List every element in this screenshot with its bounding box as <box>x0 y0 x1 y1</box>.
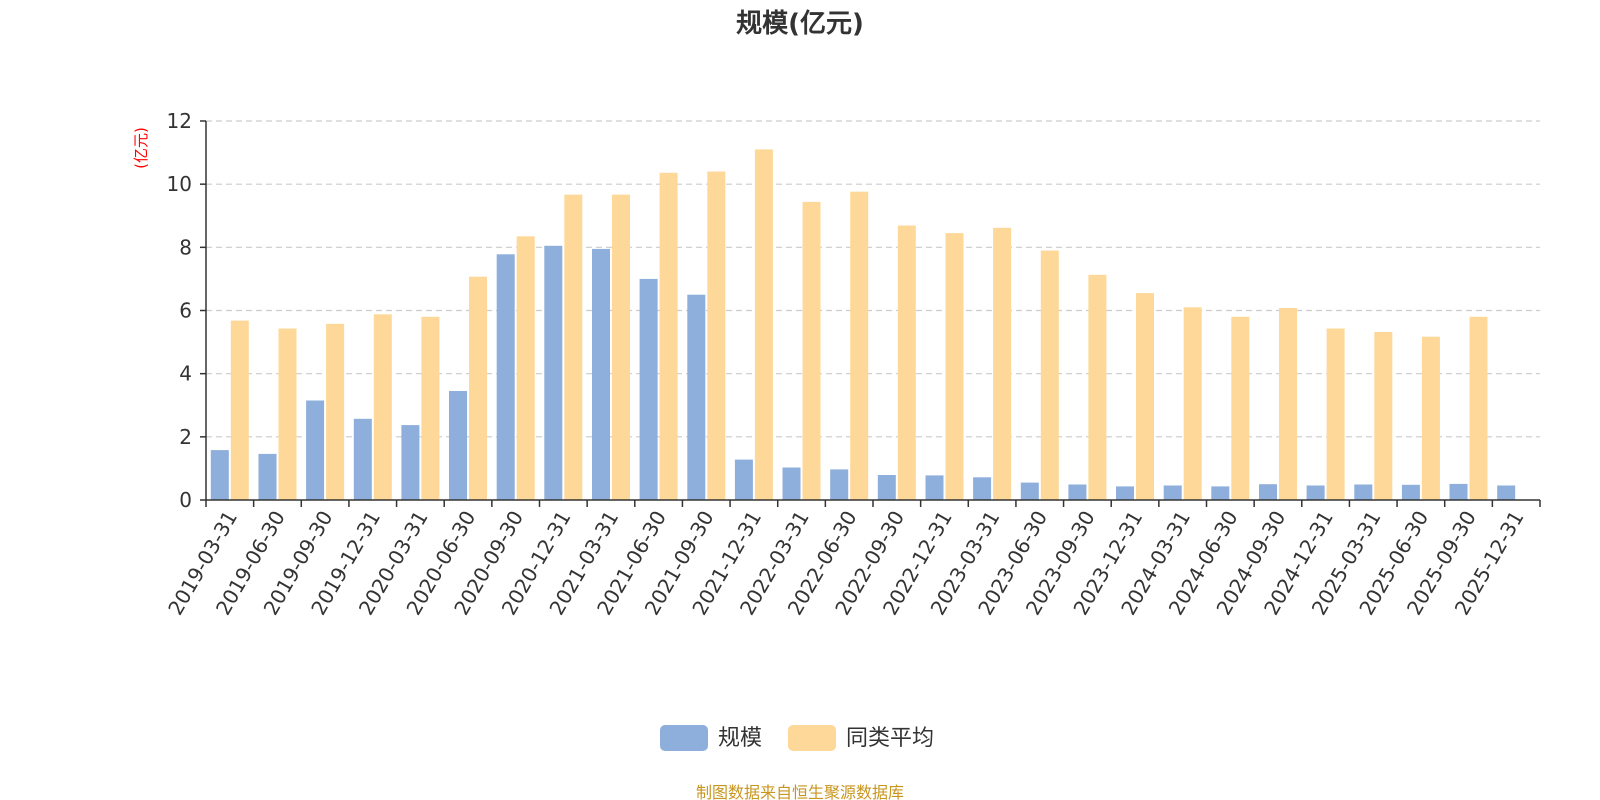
bar-series-2-2019-03-31 <box>230 320 249 500</box>
bar-series-2-2023-12-31 <box>1136 293 1154 500</box>
bar-series-1-2023-12-31 <box>1116 486 1134 500</box>
legend-label-series-1[interactable]: 规模 <box>718 726 762 751</box>
bar-series-2-2020-12-31 <box>564 194 583 500</box>
bar-series-1-2022-06-30 <box>830 469 849 500</box>
y-tick-label: 8 <box>179 235 192 259</box>
bar-series-1-2025-12-31 <box>1497 485 1516 500</box>
y-tick-label: 2 <box>179 425 192 449</box>
bar-series-1-2024-12-31 <box>1306 485 1325 500</box>
bar-series-2-2019-12-31 <box>373 314 392 500</box>
bar-series-1-2021-09-30 <box>687 294 706 500</box>
bar-series-1-2021-03-31 <box>592 248 610 500</box>
bar-series-2-2022-12-31 <box>945 233 964 500</box>
bar-series-1-2019-09-30 <box>306 400 325 500</box>
bar-series-1-2019-03-31 <box>210 450 229 500</box>
bar-series-1-2019-12-31 <box>353 418 372 500</box>
bars <box>210 149 1516 501</box>
y-tick-labels: 0 2 4 6 8 10 12 <box>167 109 206 512</box>
bar-series-1-2022-09-30 <box>877 475 896 500</box>
legend: 规模 同类平均 <box>660 725 934 751</box>
bar-series-1-2025-06-30 <box>1401 484 1420 500</box>
bar-series-2-2020-09-30 <box>516 236 535 501</box>
bar-series-1-2022-12-31 <box>925 475 944 500</box>
y-axis-unit-label: (亿元) <box>132 127 150 169</box>
bar-series-1-2020-06-30 <box>449 391 467 500</box>
bar-series-2-2021-06-30 <box>659 172 678 501</box>
bar-series-1-2020-12-31 <box>544 245 563 500</box>
y-tick-label: 12 <box>167 109 192 133</box>
legend-swatch-series-1[interactable] <box>660 725 708 751</box>
data-source-note: 制图数据来自恒生聚源数据库 <box>696 783 904 800</box>
bar-series-2-2019-06-30 <box>278 328 297 500</box>
bar-series-2-2022-06-30 <box>850 191 869 500</box>
bar-series-1-2023-06-30 <box>1020 482 1039 500</box>
bar-series-2-2021-03-31 <box>612 194 630 500</box>
bar-series-2-2025-03-31 <box>1374 332 1393 500</box>
bar-series-1-2019-06-30 <box>258 453 277 500</box>
bar-series-2-2024-06-30 <box>1231 316 1250 500</box>
bar-series-1-2021-06-30 <box>639 278 658 500</box>
bar-series-1-2023-09-30 <box>1068 484 1087 500</box>
bar-series-1-2025-03-31 <box>1354 484 1373 500</box>
bar-series-2-2021-09-30 <box>707 171 726 500</box>
bar-series-1-2021-12-31 <box>734 459 753 500</box>
y-tick-label: 6 <box>179 299 192 323</box>
x-tick-labels: 2019-03-312019-06-302019-09-302019-12-31… <box>163 500 1541 619</box>
bar-series-1-2020-09-30 <box>496 254 515 500</box>
bar-series-2-2023-03-31 <box>993 227 1012 501</box>
bar-series-1-2024-09-30 <box>1259 484 1277 500</box>
bar-series-1-2022-03-31 <box>782 467 801 500</box>
bar-series-2-2020-06-30 <box>469 276 487 500</box>
y-tick-label: 10 <box>167 172 192 196</box>
bar-series-2-2023-09-30 <box>1088 274 1107 500</box>
bar-series-2-2021-12-31 <box>754 149 773 500</box>
legend-swatch-series-2[interactable] <box>788 725 836 751</box>
y-tick-label: 0 <box>179 488 192 512</box>
bar-series-1-2020-03-31 <box>401 425 420 500</box>
y-tick-label: 4 <box>179 362 192 386</box>
chart-title: 规模(亿元) <box>736 9 864 39</box>
bar-series-2-2024-12-31 <box>1326 328 1345 500</box>
bar-series-1-2024-03-31 <box>1163 485 1182 500</box>
bar-series-1-2023-03-31 <box>973 477 992 500</box>
bar-series-2-2020-03-31 <box>421 316 440 500</box>
bar-series-2-2024-03-31 <box>1183 307 1202 500</box>
bar-series-2-2019-09-30 <box>326 323 345 500</box>
bar-series-2-2023-06-30 <box>1040 250 1059 500</box>
bar-series-2-2024-09-30 <box>1279 308 1297 500</box>
bar-series-2-2025-09-30 <box>1469 316 1488 500</box>
bar-series-1-2025-09-30 <box>1449 483 1468 500</box>
bar-series-2-2022-09-30 <box>897 225 916 500</box>
legend-label-series-2[interactable]: 同类平均 <box>846 726 934 751</box>
bar-series-2-2025-06-30 <box>1421 336 1440 500</box>
bar-series-2-2022-03-31 <box>802 201 821 500</box>
bar-series-1-2024-06-30 <box>1211 486 1230 500</box>
